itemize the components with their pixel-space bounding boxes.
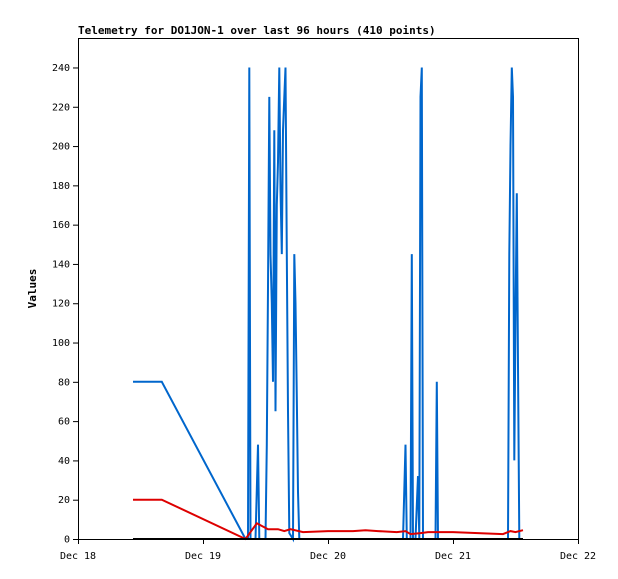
x-tick-label: Dec 22 xyxy=(560,551,596,562)
y-tick-label: 160 xyxy=(52,220,70,231)
y-axis-label: Values xyxy=(26,269,39,309)
y-tick-label: 220 xyxy=(52,102,70,113)
x-tick-label: Dec 20 xyxy=(310,551,346,562)
y-tick-label: 200 xyxy=(52,142,70,153)
y-tick-label: 40 xyxy=(58,456,70,467)
y-tick-label: 60 xyxy=(58,417,70,428)
y-tick-label: 140 xyxy=(52,259,70,270)
y-tick-label: 240 xyxy=(52,63,70,74)
y-tick-label: 180 xyxy=(52,181,70,192)
y-tick-label: 20 xyxy=(58,495,70,506)
y-axis-ticks: 0 20 40 60 80 100 120 140 160 180 200 220 240 xyxy=(52,63,78,546)
x-tick-label: Dec 19 xyxy=(185,551,221,562)
y-tick-label: 80 xyxy=(58,377,70,388)
y-tick-label: 120 xyxy=(52,299,70,310)
series-layer xyxy=(133,67,524,543)
series-line-2 xyxy=(133,498,524,541)
x-tick-label: Dec 21 xyxy=(435,551,471,562)
x-axis-ticks: Dec 18 Dec 19 Dec 20 Dec 21 Dec 22 xyxy=(60,539,596,562)
series-line-1 xyxy=(133,67,521,543)
y-tick-label: 0 xyxy=(64,535,70,546)
chart-title: Telemetry for DO1JON-1 over last 96 hour… xyxy=(78,24,436,37)
y-tick-label: 100 xyxy=(52,338,70,349)
x-tick-label: Dec 18 xyxy=(60,551,96,562)
plot-frame xyxy=(78,38,579,540)
